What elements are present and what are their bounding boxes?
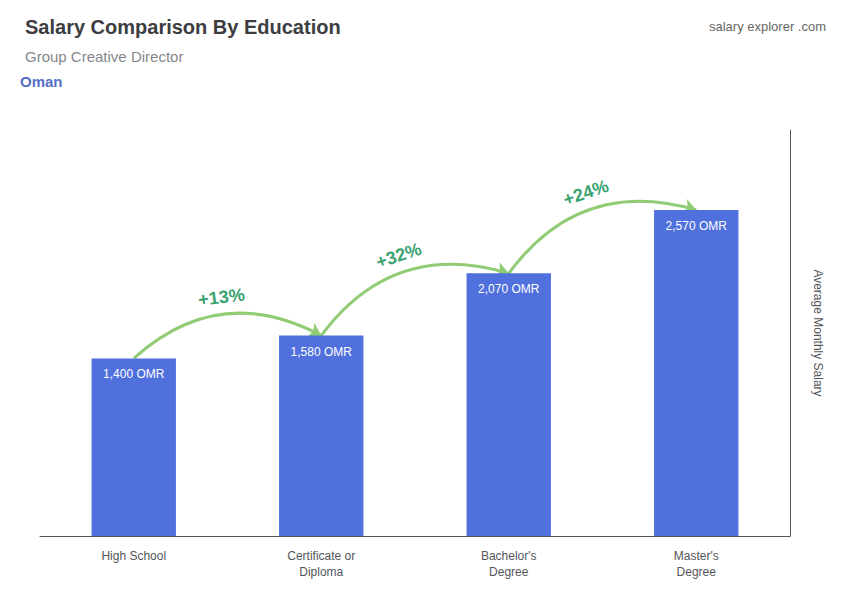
svg-text:Oman: Oman bbox=[20, 73, 63, 90]
svg-text:+13%: +13% bbox=[197, 285, 246, 310]
svg-text:salary explorer .com: salary explorer .com bbox=[709, 19, 826, 34]
svg-text:Degree: Degree bbox=[677, 565, 717, 579]
svg-text:+24%: +24% bbox=[561, 176, 611, 210]
svg-text:Master's: Master's bbox=[674, 549, 719, 563]
svg-text:High School: High School bbox=[101, 549, 166, 563]
svg-text:Average Monthly Salary: Average Monthly Salary bbox=[811, 269, 825, 396]
svg-text:Bachelor's: Bachelor's bbox=[481, 549, 537, 563]
svg-text:1,580 OMR: 1,580 OMR bbox=[291, 345, 353, 359]
svg-text:2,070 OMR: 2,070 OMR bbox=[478, 282, 540, 296]
svg-text:+32%: +32% bbox=[374, 239, 424, 273]
svg-text:2,570 OMR: 2,570 OMR bbox=[666, 219, 728, 233]
svg-text:Certificate or: Certificate or bbox=[287, 549, 355, 563]
svg-text:Group Creative Director: Group Creative Director bbox=[25, 48, 183, 65]
svg-text:Salary Comparison By Education: Salary Comparison By Education bbox=[25, 16, 341, 38]
svg-text:1,400 OMR: 1,400 OMR bbox=[103, 367, 165, 381]
svg-text:Diploma: Diploma bbox=[299, 565, 343, 579]
svg-text:Degree: Degree bbox=[489, 565, 529, 579]
